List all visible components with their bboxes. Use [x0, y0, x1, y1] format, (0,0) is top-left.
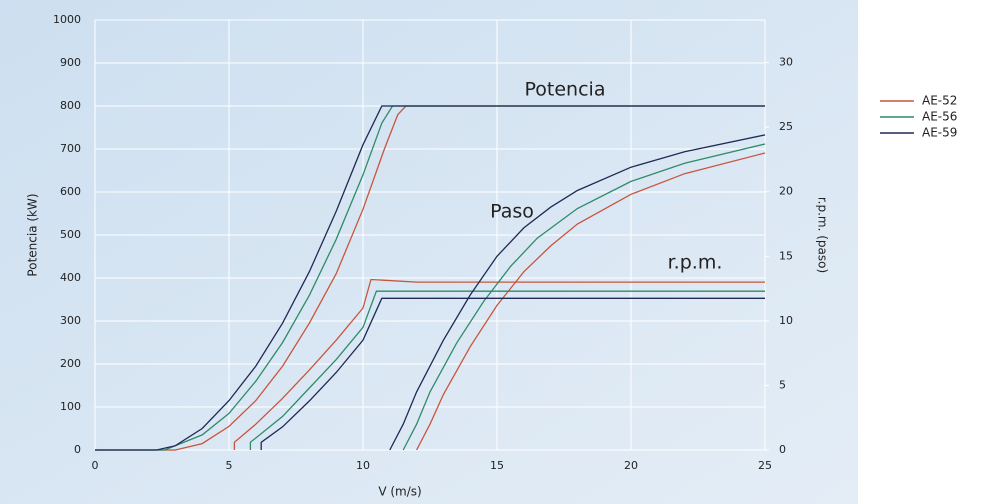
annotation: Paso	[490, 201, 534, 223]
chart-background	[0, 0, 858, 504]
y2-tick-label: 25	[779, 120, 793, 133]
annotation: r.p.m.	[668, 252, 723, 274]
y-axis-label: Potencia (kW)	[26, 193, 40, 276]
power-line	[95, 105, 765, 451]
y-tick-label: 900	[60, 56, 81, 69]
y2-tick-label: 30	[779, 56, 793, 69]
annotation: Potencia	[525, 79, 606, 101]
y2-tick-label: 5	[779, 378, 786, 391]
x-tick-label: 5	[226, 459, 233, 472]
legend-label: AE-59	[922, 126, 957, 140]
x-tick-label: 20	[624, 459, 638, 472]
pitch-line	[402, 143, 766, 451]
y2-tick-label: 15	[779, 249, 793, 262]
x-axis-label: V (m/s)	[378, 485, 421, 499]
pitch-line	[389, 134, 766, 451]
y2-tick-label: 0	[779, 443, 786, 456]
y-tick-label: 300	[60, 314, 81, 327]
y-tick-label: 100	[60, 400, 81, 413]
y-tick-label: 0	[74, 443, 81, 456]
y-tick-label: 200	[60, 357, 81, 370]
y-tick-label: 1000	[53, 13, 81, 26]
y2-axis-label: r.p.m. (paso)	[816, 197, 830, 273]
power-line	[95, 105, 765, 451]
y-tick-label: 700	[60, 142, 81, 155]
x-tick-label: 10	[356, 459, 370, 472]
y-tick-label: 600	[60, 185, 81, 198]
rpm-line	[249, 290, 765, 450]
x-tick-label: 15	[490, 459, 504, 472]
y-tick-label: 400	[60, 271, 81, 284]
rpm-line	[233, 278, 765, 450]
legend-label: AE-56	[922, 110, 957, 124]
y2-tick-label: 20	[779, 185, 793, 198]
pitch-line	[416, 152, 766, 451]
x-tick-label: 0	[92, 459, 99, 472]
y2-tick-label: 10	[779, 314, 793, 327]
legend-label: AE-52	[922, 94, 957, 108]
rpm-line	[260, 297, 765, 450]
power-line	[95, 105, 765, 451]
y-tick-label: 500	[60, 228, 81, 241]
y-tick-label: 800	[60, 99, 81, 112]
x-tick-label: 25	[758, 459, 772, 472]
